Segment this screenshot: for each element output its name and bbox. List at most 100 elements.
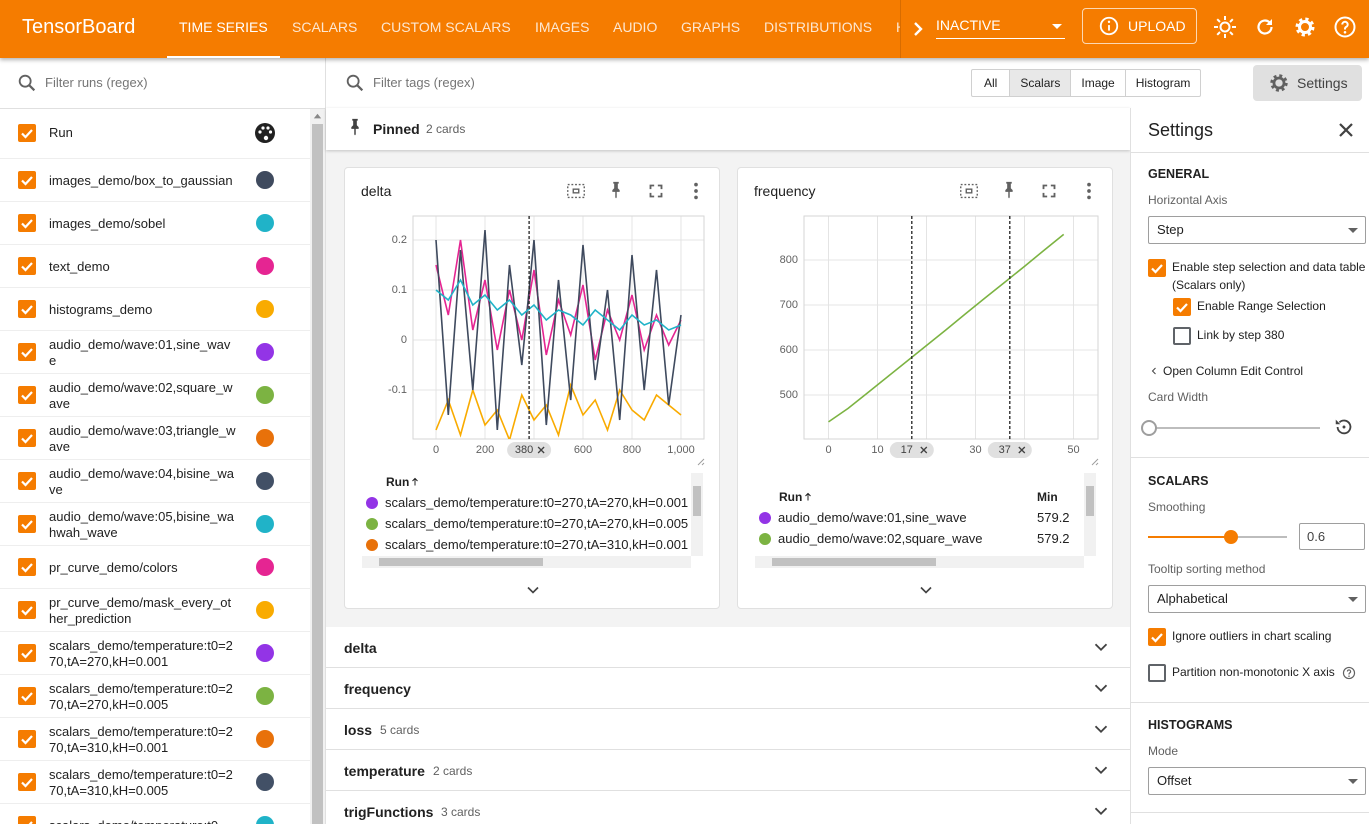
smoothing-input[interactable]: 0.6 — [1299, 523, 1365, 550]
run-color-swatch[interactable] — [256, 687, 274, 705]
card-menu-button[interactable] — [1078, 180, 1100, 202]
type-filter-button[interactable]: All — [984, 76, 998, 90]
checkbox[interactable] — [18, 343, 36, 361]
run-color-swatch[interactable] — [256, 343, 274, 361]
step-badge-remove[interactable] — [1018, 446, 1026, 454]
checkbox[interactable] — [1148, 259, 1166, 277]
table-header[interactable]: Min — [1037, 490, 1058, 504]
type-filter-button[interactable]: Scalars — [1009, 70, 1071, 96]
tag-group-header[interactable]: frequency — [326, 668, 1130, 709]
run-color-swatch[interactable] — [256, 214, 274, 232]
checkbox[interactable] — [18, 124, 36, 142]
checkbox[interactable] — [18, 773, 36, 791]
close-settings[interactable] — [1334, 118, 1358, 142]
checkbox[interactable] — [18, 386, 36, 404]
check-mark — [1151, 264, 1163, 274]
section-heading: HISTOGRAMS — [1148, 718, 1233, 732]
checkbox[interactable] — [18, 644, 36, 662]
run-color-swatch[interactable] — [256, 816, 274, 824]
nav-tab[interactable]: HISTO — [896, 17, 900, 37]
reload-button[interactable] — [1253, 15, 1277, 39]
run-color-swatch[interactable] — [256, 515, 274, 533]
run-color-swatch[interactable] — [256, 171, 274, 189]
help-icon[interactable] — [1342, 666, 1356, 680]
run-color-swatch[interactable] — [256, 601, 274, 619]
step-badge-remove[interactable] — [537, 446, 545, 454]
smoothing-thumb[interactable] — [1224, 530, 1239, 544]
run-color-swatch[interactable] — [256, 472, 274, 490]
theme-toggle[interactable] — [1213, 15, 1237, 39]
nav-tab[interactable]: CUSTOM SCALARS — [381, 19, 511, 35]
checkbox[interactable] — [18, 515, 36, 533]
dropdown[interactable]: Step — [1148, 216, 1366, 244]
runs-filter-input[interactable]: Filter runs (regex) — [45, 75, 148, 90]
run-color-swatch[interactable] — [256, 300, 274, 318]
expand-table-button[interactable] — [523, 580, 543, 600]
expand-table-button[interactable] — [916, 580, 936, 600]
plot-frame — [803, 215, 1099, 440]
fit-domain-button[interactable] — [958, 180, 980, 202]
checkbox[interactable] — [18, 472, 36, 490]
checkbox[interactable] — [1148, 628, 1166, 646]
tag-group-header[interactable]: temperature 2 cards — [326, 750, 1130, 791]
check-mark — [21, 778, 33, 788]
tags-filter-input[interactable]: Filter tags (regex) — [373, 75, 475, 90]
run-name-text: images_demo/sobel — [49, 215, 166, 231]
tag-group-header[interactable]: loss 5 cards — [326, 709, 1130, 750]
run-color-swatch[interactable] — [256, 429, 274, 447]
card-menu-button[interactable] — [685, 180, 707, 202]
nav-tab[interactable]: GRAPHS — [681, 19, 741, 35]
checkbox[interactable] — [18, 429, 36, 447]
color-palette-icon[interactable] — [253, 121, 277, 145]
run-color-swatch[interactable] — [256, 730, 274, 748]
checkbox[interactable] — [18, 171, 36, 189]
tag-group-header[interactable]: delta — [326, 627, 1130, 668]
checkbox[interactable] — [18, 601, 36, 619]
checkbox[interactable] — [1173, 298, 1191, 316]
reset-card-width[interactable] — [1333, 416, 1355, 438]
run-row: scalars_demo/temperature:t0= — [0, 803, 310, 824]
checkbox[interactable] — [1148, 664, 1166, 682]
column-edit-link[interactable]: Open Column Edit Control — [1163, 364, 1304, 378]
tab-scroll-right[interactable] — [906, 15, 930, 43]
run-color-swatch[interactable] — [256, 644, 274, 662]
icon-part — [1336, 419, 1352, 435]
checkbox[interactable] — [18, 214, 36, 232]
fit-domain-button[interactable] — [565, 180, 587, 202]
upload-button[interactable]: UPLOAD — [1082, 8, 1197, 44]
table-header[interactable]: Run — [779, 490, 803, 504]
run-state-select[interactable]: INACTIVE — [936, 17, 1001, 33]
type-filter-button[interactable]: Histogram — [1124, 70, 1201, 96]
pin-button[interactable] — [998, 180, 1020, 202]
nav-tab[interactable]: AUDIO — [613, 19, 658, 35]
checkbox[interactable] — [18, 730, 36, 748]
nav-tab[interactable]: TIME SERIES — [179, 19, 268, 35]
nav-tab[interactable]: DISTRIBUTIONS — [764, 19, 873, 35]
checkbox[interactable] — [18, 687, 36, 705]
tag-group-header[interactable]: trigFunctions 3 cards — [326, 791, 1130, 824]
fullscreen-button[interactable] — [1038, 180, 1060, 202]
dropdown[interactable]: Offset — [1148, 767, 1366, 795]
nav-tab[interactable]: IMAGES — [535, 19, 590, 35]
settings-button[interactable]: Settings — [1253, 65, 1362, 101]
type-filter-button[interactable]: Image — [1070, 70, 1124, 96]
run-color-swatch[interactable] — [256, 773, 274, 791]
checkbox[interactable] — [18, 300, 36, 318]
checkbox[interactable] — [1173, 327, 1191, 345]
step-badge-remove[interactable] — [920, 446, 928, 454]
nav-tab[interactable]: SCALARS — [292, 19, 358, 35]
run-color-swatch[interactable] — [256, 558, 274, 576]
checkbox[interactable] — [18, 257, 36, 275]
help-button[interactable] — [1333, 15, 1357, 39]
checkbox[interactable] — [18, 558, 36, 576]
card-width-thumb[interactable] — [1141, 420, 1157, 436]
dropdown[interactable]: Alphabetical — [1148, 585, 1366, 613]
checkbox[interactable] — [18, 816, 36, 824]
run-color-swatch[interactable] — [256, 257, 274, 275]
settings-gear[interactable] — [1293, 15, 1317, 39]
pin-button[interactable] — [605, 180, 627, 202]
icon-part — [965, 188, 973, 194]
fullscreen-button[interactable] — [645, 180, 667, 202]
table-header[interactable]: Run — [386, 475, 410, 489]
run-color-swatch[interactable] — [256, 386, 274, 404]
